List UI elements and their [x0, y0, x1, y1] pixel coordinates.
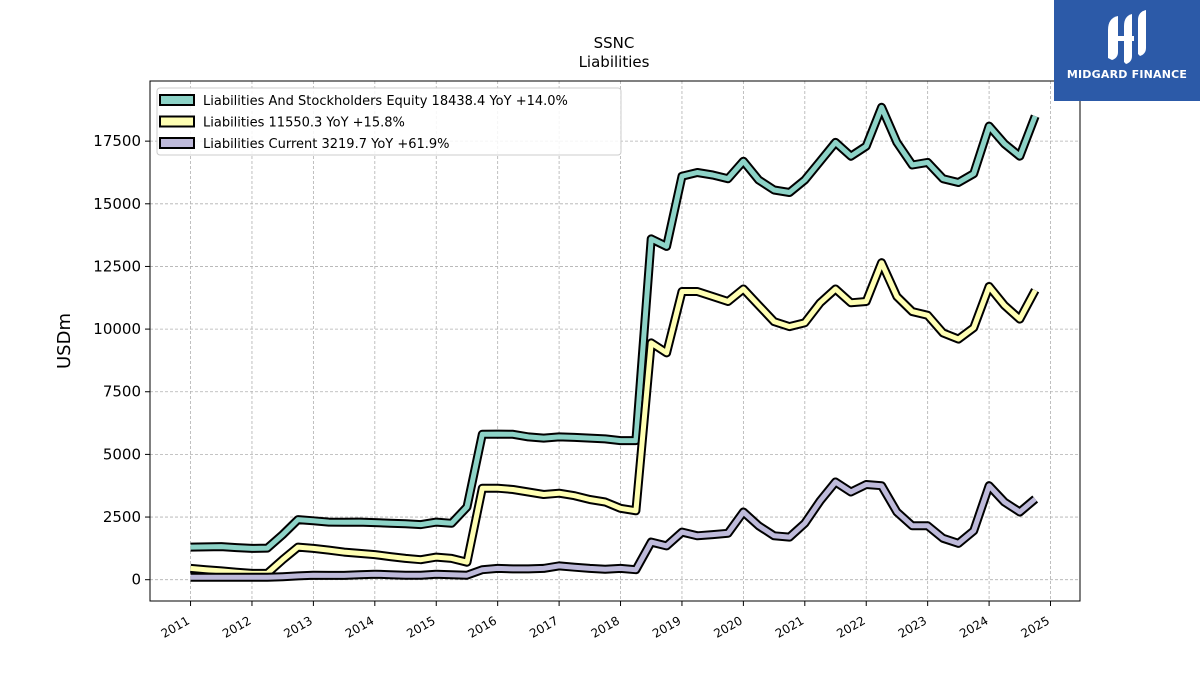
x-tick-label: 2016 — [466, 613, 499, 640]
x-tick-label: 2020 — [711, 613, 744, 640]
x-tick-label: 2019 — [650, 613, 683, 640]
series-line-outline — [190, 102, 1040, 553]
chart-subtitle: Liabilities — [579, 53, 650, 71]
midgard-finance-logo-icon — [1108, 10, 1146, 64]
y-tick-label: 5000 — [103, 445, 141, 463]
legend: Liabilities And Stockholders Equity 1843… — [156, 87, 622, 156]
x-tick-label: 2012 — [220, 613, 253, 640]
y-tick-label: 10000 — [93, 320, 141, 338]
plot-frame — [149, 80, 1081, 602]
series-3 — [190, 477, 1039, 582]
series-line — [190, 260, 1038, 576]
chart-title: SSNC — [594, 34, 635, 52]
series-2 — [190, 258, 1040, 578]
y-axis-label: USDm — [54, 313, 75, 369]
legend-swatch — [159, 137, 195, 149]
series-1 — [190, 102, 1040, 553]
series-line — [190, 104, 1038, 551]
y-tick-label: 2500 — [103, 508, 141, 526]
y-tick-label: 17500 — [93, 132, 141, 150]
midgard-finance-logo: MIDGARD FINANCE — [1054, 0, 1200, 101]
x-tick-label: 2014 — [343, 613, 376, 640]
y-tick-label: 7500 — [103, 383, 141, 401]
x-tick-label: 2024 — [957, 613, 990, 640]
x-tick-label: 2021 — [773, 613, 806, 640]
legend-swatch — [159, 115, 195, 128]
x-tick-label: 2025 — [1019, 613, 1052, 640]
legend-label: Liabilities 11550.3 YoY +15.8% — [203, 116, 405, 131]
x-tick-label: 2018 — [589, 613, 622, 640]
y-tick-label: 15000 — [93, 195, 141, 213]
x-tick-label: 2015 — [404, 613, 437, 640]
legend-label: Liabilities And Stockholders Equity 1843… — [203, 94, 568, 109]
x-tick-label: 2011 — [159, 613, 192, 640]
series-line — [190, 479, 1037, 580]
y-tick-label: 12500 — [93, 257, 141, 275]
legend-label: Liabilities Current 3219.7 YoY +61.9% — [203, 137, 450, 152]
logo-text: MIDGARD FINANCE — [1066, 68, 1188, 81]
x-axis: 2011 2012 2013 2014 2015 2016 2017 2018 2019 2020… — [159, 601, 1052, 641]
x-tick-label: 2023 — [896, 613, 929, 640]
y-tick-label: 0 — [131, 571, 141, 589]
y-axis: 0 2500 5000 7500 10000 12500 15000 17500 — [93, 132, 150, 589]
x-tick-label: 2022 — [834, 613, 867, 640]
x-tick-label: 2013 — [281, 613, 314, 640]
series-line-outline — [190, 477, 1039, 582]
series-layer — [190, 102, 1040, 582]
legend-swatch — [159, 94, 195, 106]
legend-box — [156, 87, 622, 156]
x-tick-label: 2017 — [527, 613, 560, 640]
